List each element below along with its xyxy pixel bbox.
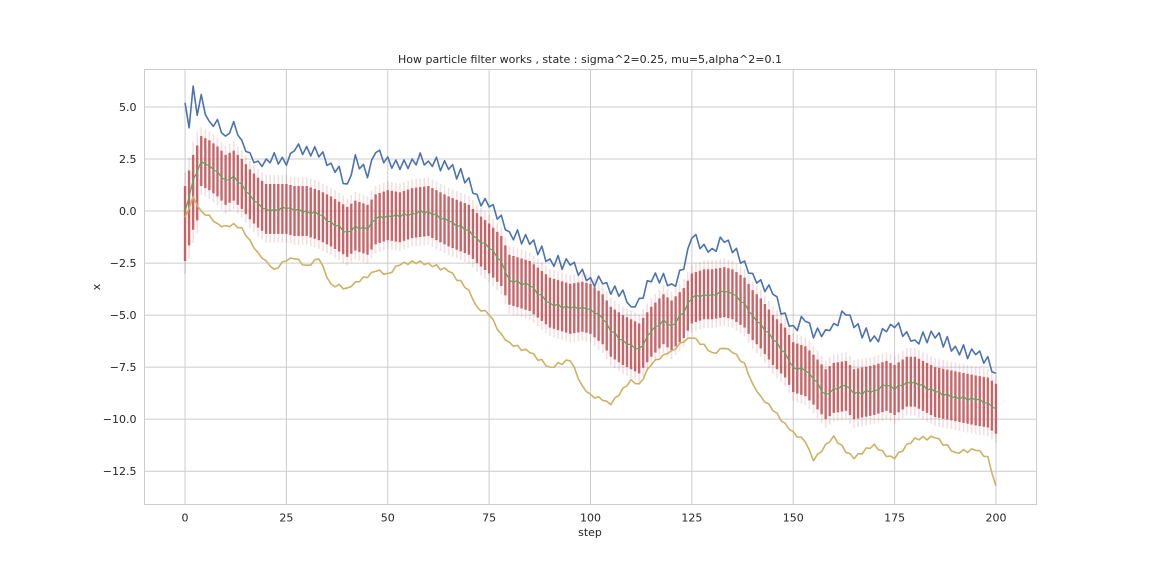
x-tick-label: 200 — [985, 512, 1006, 525]
series-line-lower — [184, 195, 997, 487]
x-tick-labels: 0 25 50 75 100 125 150 175 200 — [182, 512, 1007, 525]
x-tick-label: 0 — [182, 512, 189, 525]
series-line-estimate — [184, 160, 997, 410]
x-tick-label: 175 — [884, 512, 905, 525]
x-tick-label: 75 — [482, 512, 496, 525]
x-tick-label: 50 — [381, 512, 395, 525]
x-tick-label: 100 — [580, 512, 601, 525]
y-tick-label: −5.0 — [110, 309, 137, 322]
y-tick-label: 2.5 — [119, 153, 137, 166]
y-tick-label: 0.0 — [119, 205, 137, 218]
y-tick-label: 5.0 — [119, 101, 137, 114]
y-gridlines — [144, 106, 1037, 472]
y-tick-labels: 5.0 2.5 0.0 −2.5 −5.0 −7.5 −10.0 −12.5 — [103, 101, 137, 478]
x-tick-label: 125 — [681, 512, 702, 525]
series-lines — [184, 85, 997, 487]
x-tick-label: 150 — [783, 512, 804, 525]
chart-title: How particle filter works , state : sigm… — [398, 53, 782, 66]
x-axis-label: step — [578, 526, 602, 539]
y-tick-label: −7.5 — [110, 361, 137, 374]
y-axis-label: x — [90, 283, 103, 290]
x-tick-label: 25 — [279, 512, 293, 525]
y-tick-label: −2.5 — [110, 257, 137, 270]
y-tick-label: −10.0 — [103, 413, 137, 426]
series-line-upper — [184, 85, 997, 375]
y-tick-label: −12.5 — [103, 465, 137, 478]
